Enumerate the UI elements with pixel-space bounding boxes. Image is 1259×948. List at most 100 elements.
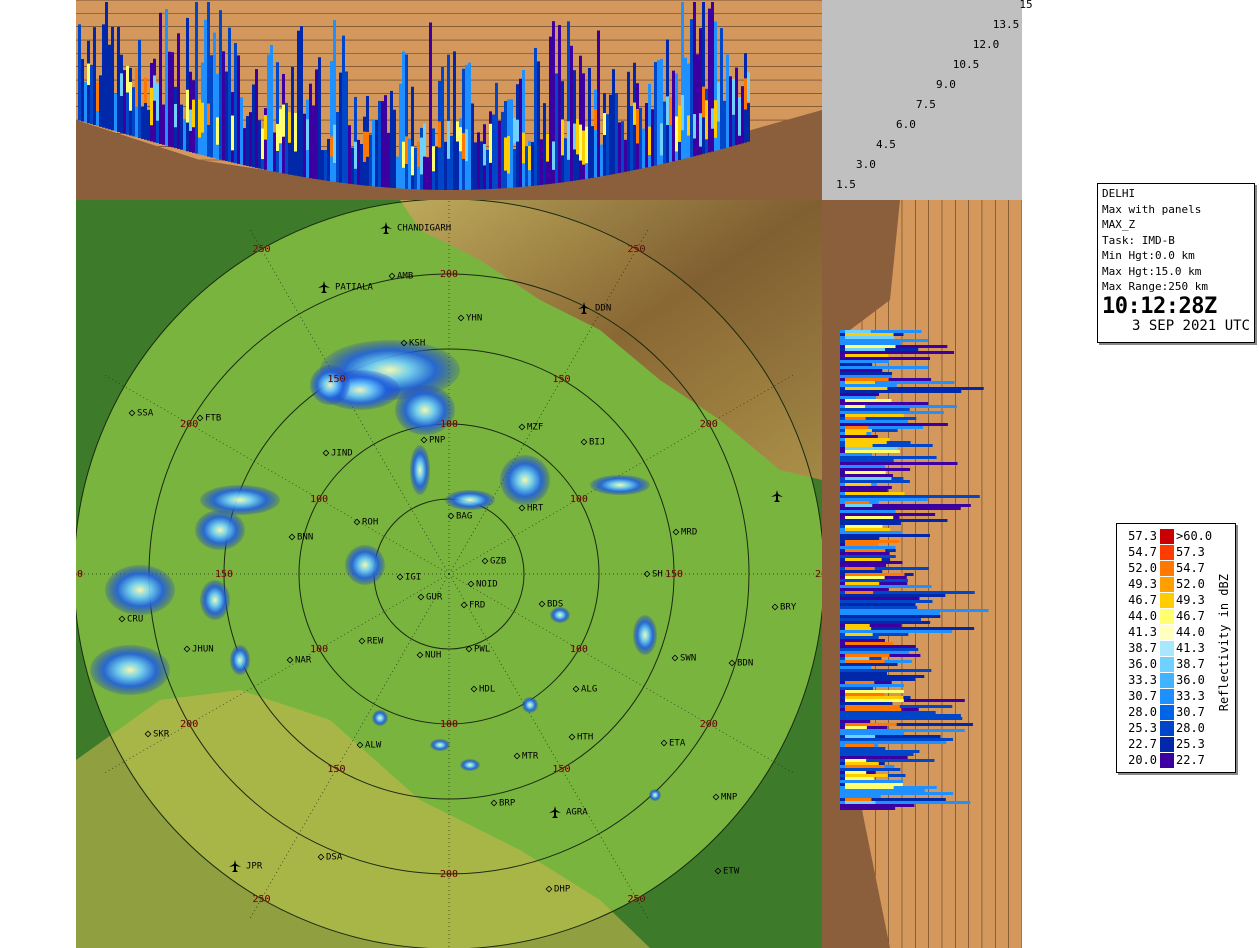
station-marker: [538, 600, 546, 608]
echo-column: [699, 28, 702, 155]
echo-column: [132, 87, 135, 137]
echo-core: [594, 109, 597, 131]
echo-column: [312, 105, 315, 179]
echo-core: [402, 141, 405, 168]
echo-column: [222, 51, 225, 161]
station-label: NAR: [295, 656, 312, 666]
echo-core: [845, 333, 894, 336]
echo-core: [660, 123, 663, 156]
legend-row: 57.3 >60.0: [1119, 528, 1233, 544]
legend-high: 25.3: [1176, 737, 1205, 751]
echo-core: [747, 72, 750, 102]
echo-column: [615, 93, 618, 174]
echo-column: [255, 69, 258, 168]
echo-column: [318, 57, 321, 180]
echo-column: [444, 141, 447, 190]
station-label: ALW: [365, 741, 382, 751]
station-marker: [353, 518, 361, 526]
range-label: 150: [215, 569, 233, 580]
echo-row: [840, 387, 984, 390]
echo-core: [845, 681, 875, 684]
station-marker: [481, 557, 489, 565]
echo-column: [462, 68, 465, 190]
echo-row: [840, 570, 883, 573]
echo-row: [840, 522, 901, 525]
echo-column: [513, 149, 516, 188]
echo-row: [840, 468, 911, 471]
echo-core: [845, 735, 876, 738]
station-label: MZF: [527, 423, 543, 433]
echo-core: [845, 705, 900, 708]
echo-column: [741, 86, 744, 144]
station-label: PNP: [429, 436, 446, 446]
radial: [102, 373, 450, 575]
legend-low: 54.7: [1128, 545, 1157, 559]
echo-row: [840, 480, 910, 483]
echo-column: [276, 62, 279, 173]
echo-column: [450, 135, 453, 190]
echo-core: [845, 387, 888, 390]
station-label: BDS: [547, 600, 563, 610]
echo-column: [81, 59, 84, 122]
legend-high: 54.7: [1176, 561, 1205, 575]
echo-column: [228, 27, 231, 162]
echo-row: [840, 801, 971, 804]
legend-high: 36.0: [1176, 673, 1205, 687]
site: DELHI: [1102, 187, 1136, 200]
echo-row: [840, 645, 916, 648]
echo-column: [258, 120, 261, 169]
legend-swatch: [1160, 624, 1174, 640]
legend-low: 38.7: [1128, 641, 1157, 655]
echo-row: [840, 486, 892, 489]
radial: [448, 573, 650, 921]
legend-row: 41.3 44.0: [1119, 624, 1233, 640]
station-marker: [712, 793, 720, 801]
echo-row: [840, 357, 931, 360]
echo-column: [681, 2, 684, 160]
max-range: Max Range:250 km: [1102, 280, 1208, 293]
range-label: 100: [570, 644, 588, 655]
echo-row: [840, 615, 941, 618]
echo-column: [351, 147, 354, 185]
echo-row: [840, 633, 909, 636]
echo-core: [845, 744, 875, 747]
echo-row: [840, 396, 877, 399]
echo-column: [114, 93, 117, 132]
echo-column: [723, 100, 726, 149]
station-marker: [671, 654, 679, 662]
station-label: ROH: [362, 518, 378, 528]
echo-row: [840, 630, 953, 633]
echo: [310, 365, 350, 405]
echo-row: [840, 732, 905, 735]
station-marker: [356, 741, 364, 749]
echo-row: [840, 789, 925, 792]
echo-row: [840, 393, 880, 396]
echo-row: [840, 684, 905, 687]
legend-swatch: [1160, 592, 1174, 608]
echo-column: [123, 70, 126, 134]
echo-column: [543, 103, 546, 185]
legend-low: 57.3: [1128, 529, 1157, 543]
echo-row: [840, 807, 896, 810]
echo-core: [845, 378, 889, 381]
echo-column: [417, 158, 420, 190]
range-label: 200: [180, 719, 198, 730]
echo-row: [840, 372, 893, 375]
echo-row: [840, 564, 887, 567]
legend-swatch: [1160, 688, 1174, 704]
echo-column: [162, 104, 165, 145]
echo-column: [732, 114, 735, 146]
echo-core: [156, 83, 159, 121]
echo-row: [840, 618, 921, 621]
echo-core: [845, 801, 876, 804]
echo-column: [300, 26, 303, 177]
echo-column: [354, 96, 357, 185]
echo-column: [99, 75, 102, 127]
echo-row: [840, 402, 929, 405]
station-label: REW: [367, 637, 384, 647]
legend-low: 33.3: [1128, 673, 1157, 687]
echo: [410, 445, 430, 495]
echo: [395, 385, 455, 435]
echo-core: [423, 123, 426, 157]
echo-row: [840, 504, 971, 507]
